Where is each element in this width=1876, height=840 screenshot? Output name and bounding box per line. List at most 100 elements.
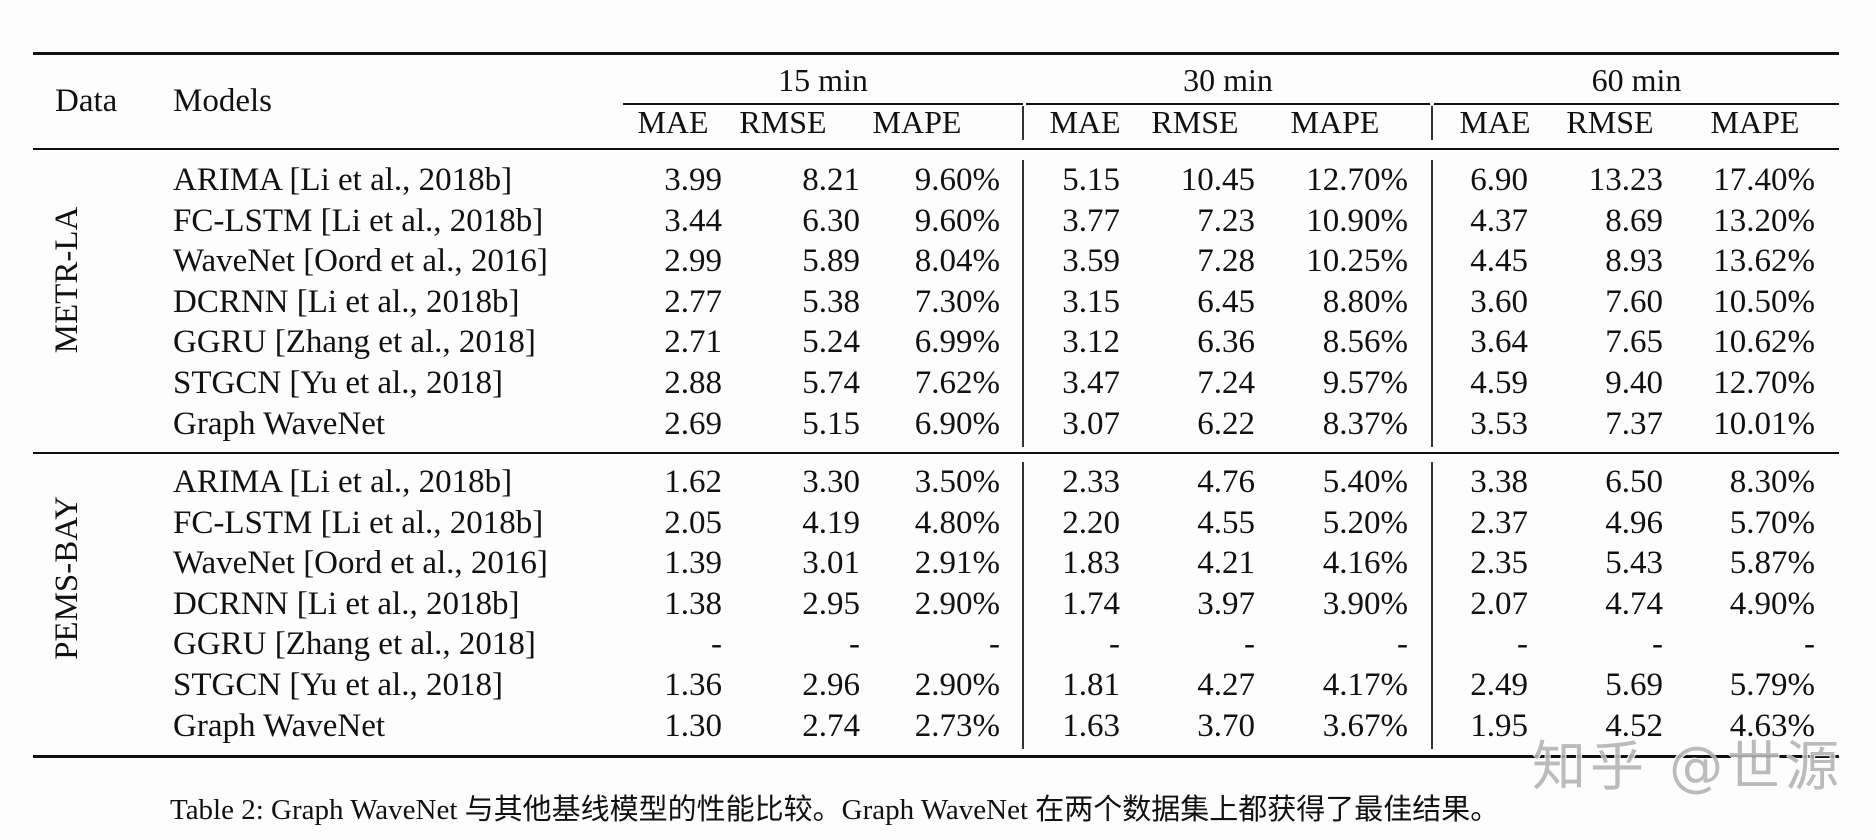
model-name: WaveNet [Oord et al., 2016] [173,243,548,280]
header-metric: RMSE [739,104,827,140]
table-cell: - [1244,626,1255,663]
table-cell: 4.96 [1605,504,1663,541]
table-cell: 1.62 [664,464,722,500]
model-name: FC-LSTM [Li et al., 2018b] [173,504,544,541]
table-cell: 9.60% [914,202,1000,239]
table-cell: 7.60 [1605,283,1663,320]
separator-30-60-header [1431,106,1433,140]
table-cell: 2.96 [802,667,860,703]
separator-15-30-metr [1022,160,1024,447]
model-name: ARIMA [Li et al., 2018b] [173,162,513,198]
table-cell: 8.37% [1322,405,1408,442]
table-cell: 5.70% [1729,504,1815,541]
table-cell: 8.21 [802,162,860,198]
section-rule [33,452,1839,454]
header-metric: MAPE [1290,104,1380,140]
header-metric: MAE [637,104,709,140]
table-cell: 1.74 [1062,585,1120,622]
table-cell: 7.28 [1197,243,1255,280]
table-cell: 3.70 [1197,707,1255,744]
table-cell: 10.45 [1180,162,1255,198]
table-cell: 10.25% [1306,243,1408,280]
table-cell: 2.88 [664,365,722,401]
header-horizon-60: 60 min [1591,62,1682,98]
bottom-rule [33,755,1839,758]
table-cell: - [1397,626,1408,663]
model-name: Graph WaveNet [173,707,386,744]
table-cell: 2.73% [914,707,1000,744]
header-models: Models [173,83,272,119]
table-cell: 12.70% [1713,365,1815,401]
table-cell: 4.45 [1470,243,1528,280]
table-cell: 5.40% [1322,464,1408,500]
table-cell: - [1804,626,1815,663]
table-cell: 1.95 [1470,707,1528,744]
table-cell: 7.65 [1605,324,1663,361]
table-cell: 5.79% [1729,667,1815,703]
table-cell: 3.90% [1322,585,1408,622]
table-cell: 8.56% [1322,324,1408,361]
table-cell: 5.87% [1729,545,1815,582]
separator-15-30-pems [1022,462,1024,749]
table-cell: 2.35 [1470,545,1528,582]
separator-30-60-pems [1431,462,1433,749]
table-cell: 4.52 [1605,707,1663,744]
dataset-label-pems-bay: PEMS-BAY [49,496,85,660]
model-name: DCRNN [Li et al., 2018b] [173,585,520,622]
table-cell: 8.69 [1605,202,1663,239]
table-cell: 4.55 [1197,504,1255,541]
header-data: Data [55,83,118,119]
table-cell: 10.62% [1713,324,1815,361]
table-cell: 4.74 [1605,585,1663,622]
table-cell: 3.44 [664,202,722,239]
table-cell: 9.57% [1322,365,1408,401]
table-cell: 4.17% [1322,667,1408,703]
table-cell: 13.20% [1713,202,1815,239]
table-cell: 3.99 [664,162,722,198]
table-cell: 2.77 [664,283,722,320]
table-cell: 2.91% [914,545,1000,582]
table-cell: - [1517,626,1528,663]
table-cell: 6.90% [914,405,1000,442]
table-cell: 3.97 [1197,585,1255,622]
table-cell: 7.30% [914,283,1000,320]
model-name: DCRNN [Li et al., 2018b] [173,283,520,320]
table-cell: 5.20% [1322,504,1408,541]
table-cell: 3.67% [1322,707,1408,744]
table-cell: 3.15 [1062,283,1120,320]
table-cell: 3.77 [1062,202,1120,239]
model-name: Graph WaveNet [173,405,386,442]
model-name: STGCN [Yu et al., 2018] [173,365,503,401]
dataset-label-metr-la: METR-LA [49,206,85,354]
header-rule [33,148,1839,150]
table-cell: 6.50 [1605,464,1663,500]
table-cell: 9.40 [1605,365,1663,401]
header-metric: MAE [1459,104,1531,140]
table-caption: Table 2: Graph WaveNet 与其他基线模型的性能比较。Grap… [170,794,1500,826]
table-cell: 3.38 [1470,464,1528,500]
header-metric: RMSE [1566,104,1654,140]
table-cell: 2.07 [1470,585,1528,622]
table-cell: 7.62% [914,365,1000,401]
table-cell: 6.22 [1197,405,1255,442]
table-cell: 3.12 [1062,324,1120,361]
table-cell: 2.90% [914,585,1000,622]
table-cell: 1.39 [664,545,722,582]
header-metric: MAE [1049,104,1121,140]
table-cell: 2.95 [802,585,860,622]
table-cell: 13.23 [1588,162,1663,198]
table-cell: 3.60 [1470,283,1528,320]
table-cell: 2.33 [1062,464,1120,500]
table-cell: 6.99% [914,324,1000,361]
table-cell: 13.62% [1713,243,1815,280]
table-cell: - [1109,626,1120,663]
cmidrule-15min [623,103,1023,105]
table-cell: 5.24 [802,324,860,361]
table-cell: 2.49 [1470,667,1528,703]
table-cell: 5.15 [1062,162,1120,198]
table-cell: - [989,626,1000,663]
table-cell: 8.80% [1322,283,1408,320]
table-cell: 3.30 [802,464,860,500]
table-cell: 6.30 [802,202,860,239]
cmidrule-30min [1026,103,1430,105]
